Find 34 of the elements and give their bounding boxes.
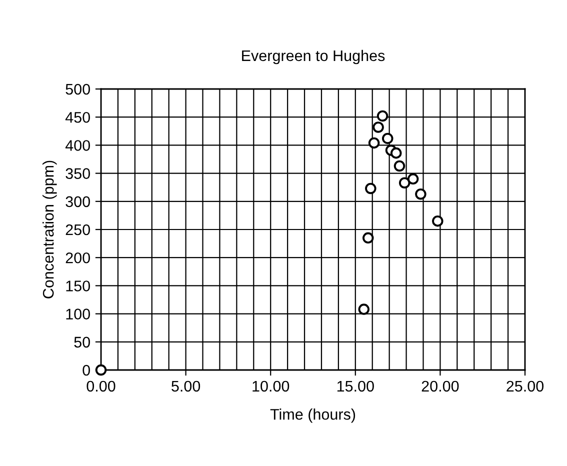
point: [415, 188, 426, 200]
x-tick-label: 15.00: [337, 380, 374, 392]
point: [432, 215, 444, 227]
point: [394, 160, 406, 172]
x-tick-label: 10.00: [252, 380, 290, 392]
y-tick-label: 300: [66, 196, 90, 208]
y-tick-label: 400: [65, 140, 90, 151]
y-axis-title: Concentration (ppm): [42, 160, 57, 298]
point: [368, 137, 380, 149]
point: [407, 173, 419, 185]
x-axis-title: Time (hours): [270, 408, 356, 423]
point: [365, 182, 376, 194]
x-tick-label: 0.00: [86, 380, 116, 392]
x-tick-label: 20.00: [422, 380, 459, 392]
chart-title: Evergreen to Hughes: [242, 50, 385, 64]
point: [372, 122, 384, 133]
y-tick-label: 100: [66, 308, 90, 320]
y-tick-label: 250: [66, 224, 90, 236]
y-tick-label: 150: [66, 280, 90, 292]
point: [362, 232, 374, 244]
y-tick-label: 200: [66, 252, 90, 264]
y-tick-label: 0: [82, 364, 90, 376]
point: [95, 364, 107, 376]
x-tick-label: 25.00: [506, 380, 544, 392]
point: [398, 177, 410, 188]
point: [358, 304, 370, 315]
y-tick-label: 450: [65, 112, 90, 123]
point: [382, 132, 394, 144]
y-tick-label: 50: [74, 336, 90, 348]
y-tick-label: 500: [66, 84, 90, 95]
y-tick-label: 350: [66, 168, 90, 179]
point: [390, 147, 402, 159]
x-tick-label: 5.00: [172, 380, 200, 392]
point: [376, 110, 388, 122]
